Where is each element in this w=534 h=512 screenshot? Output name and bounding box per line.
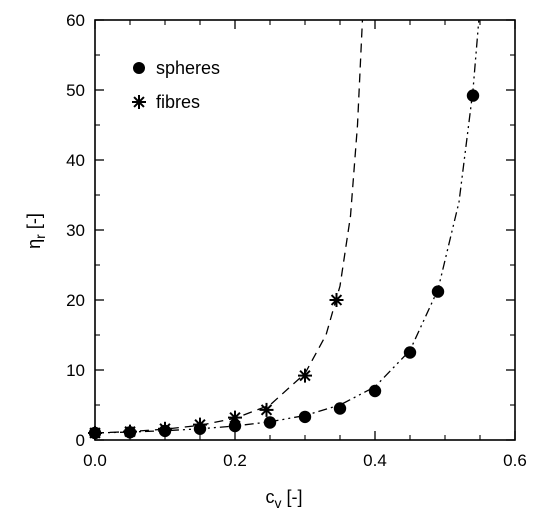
tick-labels: 0.0 0.2 0.4 0.6 0 10 20 30 40 50 60	[66, 11, 527, 470]
legend-asterisk	[132, 95, 146, 109]
point-fibres	[88, 426, 102, 440]
legend-marker-fibres	[132, 95, 146, 109]
y-tick-label: 10	[66, 361, 85, 380]
y-tick-label: 20	[66, 291, 85, 310]
legend: spheres fibres	[132, 58, 220, 112]
y-tick-label: 30	[66, 221, 85, 240]
x-tick-label: 0.2	[223, 451, 247, 470]
tick-marks	[94, 19, 516, 441]
point-spheres	[466, 89, 480, 102]
point-fibres	[193, 417, 207, 432]
point-spheres	[368, 384, 382, 398]
x-tick-label: 0.4	[363, 451, 387, 470]
legend-label-spheres: spheres	[156, 58, 220, 78]
point-fibres	[259, 402, 274, 417]
point-spheres	[333, 402, 347, 415]
y-axis-label: ηr [-]	[24, 213, 48, 249]
legend-label-fibres: fibres	[156, 92, 200, 112]
point-fibres	[228, 410, 242, 425]
point-spheres	[298, 410, 312, 424]
point-spheres	[403, 346, 417, 359]
point-spheres	[431, 285, 445, 298]
data-points	[88, 89, 480, 440]
point-fibres	[158, 421, 172, 436]
legend-marker-spheres	[133, 62, 145, 74]
x-tick-label: 0.6	[503, 451, 527, 470]
y-tick-label: 0	[76, 431, 85, 450]
point-spheres	[228, 419, 242, 433]
fit-curves	[95, 20, 480, 434]
point-fibres	[329, 293, 344, 307]
point-spheres	[263, 416, 277, 429]
y-tick-label: 60	[66, 11, 85, 30]
point-fibres	[123, 424, 137, 439]
point-fibres	[298, 368, 312, 383]
x-tick-label: 0.0	[83, 451, 107, 470]
x-axis-label: cv [-]	[266, 487, 303, 511]
y-tick-label: 40	[66, 151, 85, 170]
fit-curve-spheres	[95, 20, 480, 434]
y-tick-label: 50	[66, 81, 85, 100]
